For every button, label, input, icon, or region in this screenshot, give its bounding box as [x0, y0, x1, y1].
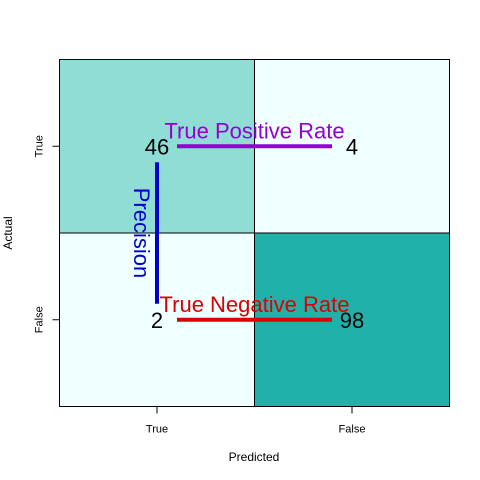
cell-value-actual-false-predicted-false: 98 [340, 308, 364, 333]
cells-layer [59, 59, 450, 407]
cell-value-actual-false-predicted-true: 2 [151, 308, 163, 333]
y-tick-label-false: False [34, 306, 46, 333]
axes-layer: True False True False [34, 135, 366, 435]
annotation-lines-layer [155, 144, 332, 322]
x-tick-label-true: True [146, 424, 168, 436]
true-negative-rate-label: True Negative Rate [160, 292, 350, 317]
cell-value-actual-true-predicted-true: 46 [145, 134, 169, 159]
x-tick-label-false: False [339, 424, 366, 436]
x-axis-label: Predicted [229, 450, 280, 464]
y-axis-label: Actual [1, 216, 15, 249]
y-tick-label-true: True [34, 135, 46, 157]
precision-label: Precision [129, 188, 154, 278]
true-positive-rate-label: True Positive Rate [164, 118, 344, 143]
cell-value-actual-true-predicted-false: 4 [346, 134, 358, 159]
cell-values-layer: 46 4 2 98 [145, 134, 364, 333]
